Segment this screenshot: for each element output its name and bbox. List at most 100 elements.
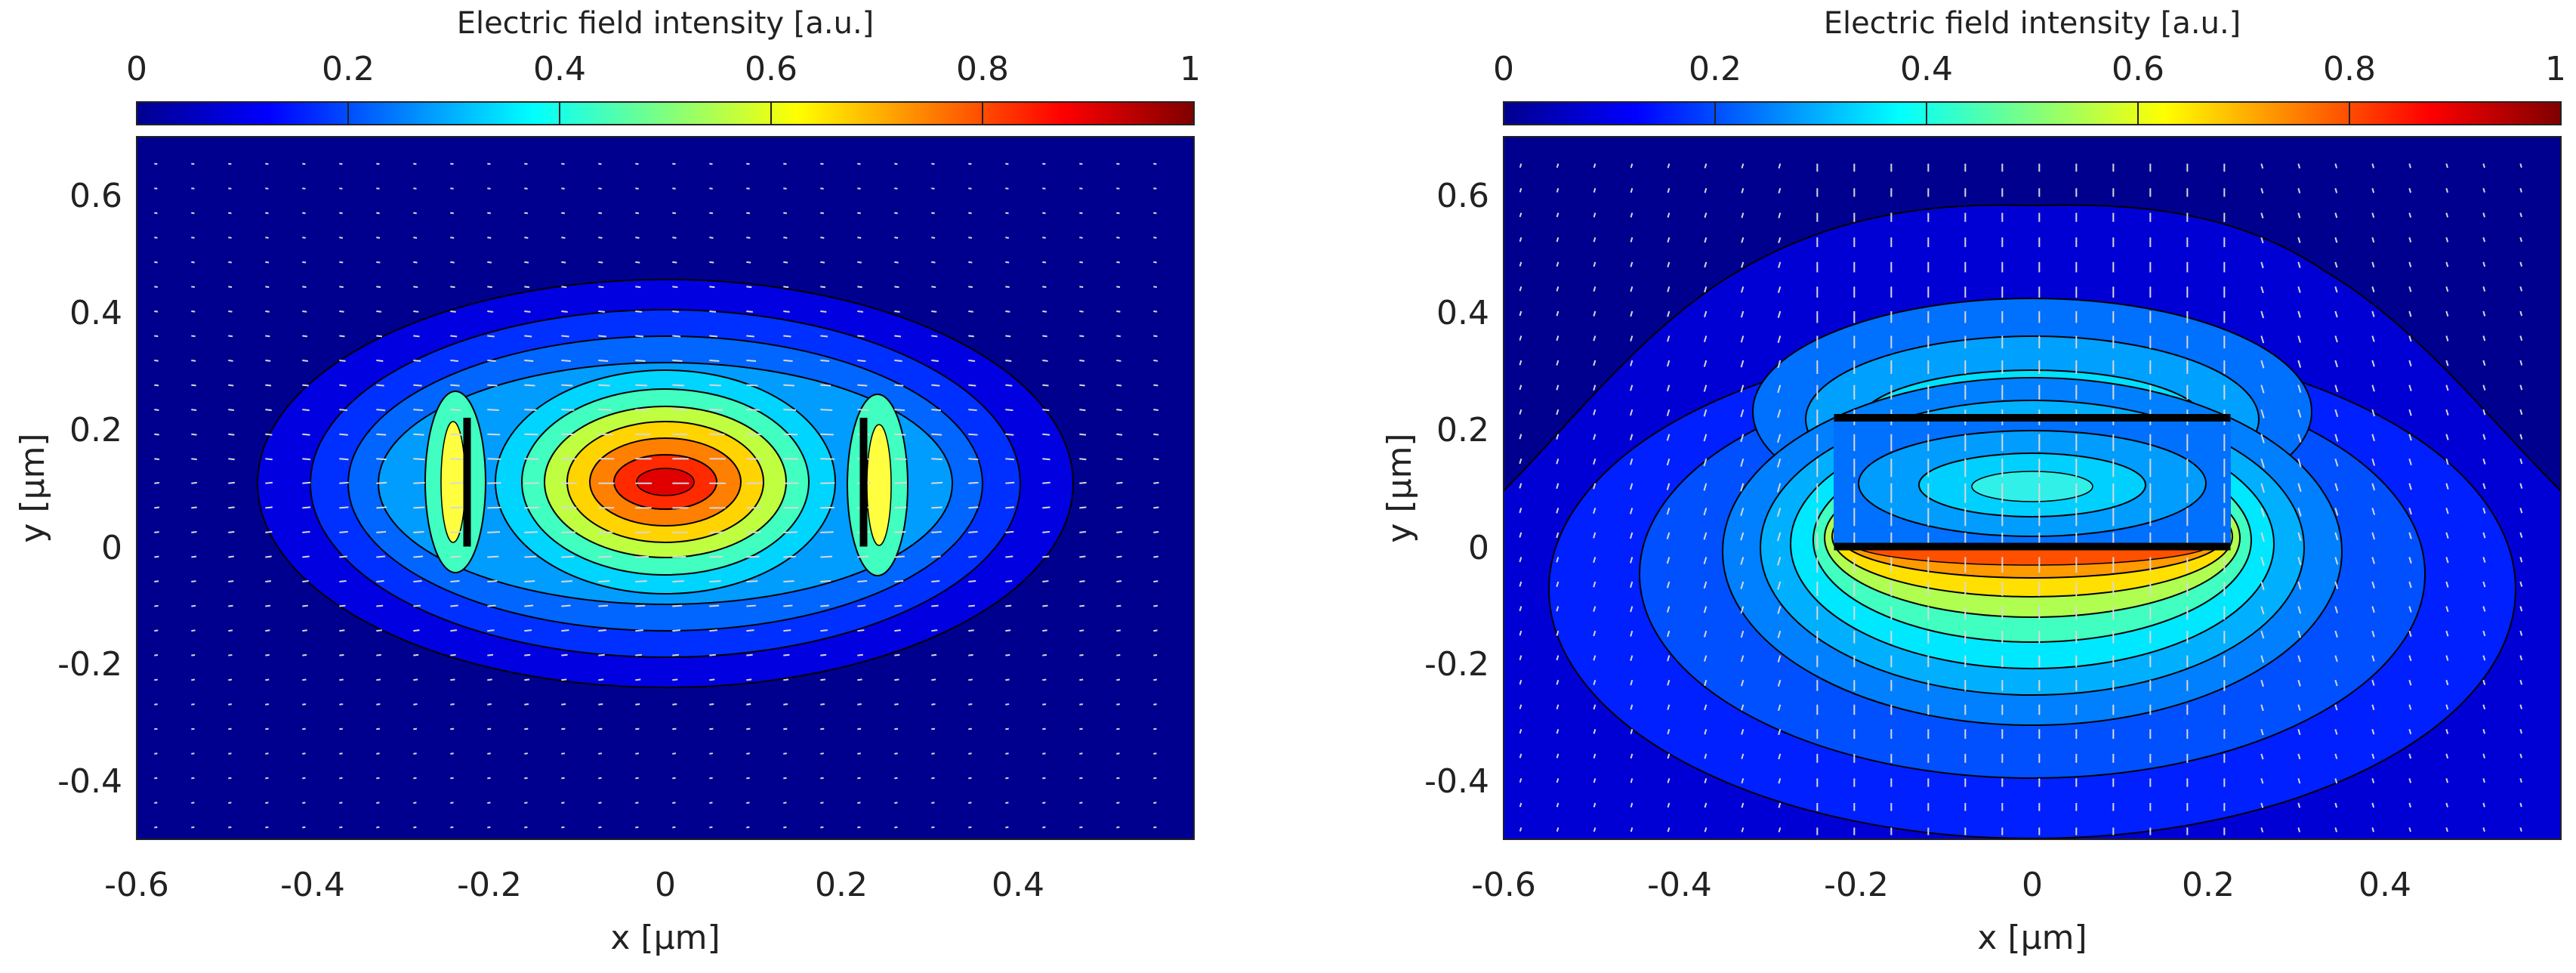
field-arrow	[2519, 532, 2523, 538]
field-arrow	[376, 530, 387, 533]
field-arrow	[1556, 679, 1559, 685]
field-arrow	[931, 187, 935, 190]
field-arrow	[1079, 261, 1084, 264]
field-arrow	[1667, 704, 1671, 710]
field-arrow	[968, 212, 972, 215]
field-arrow	[265, 310, 270, 313]
field-arrow	[1116, 236, 1120, 239]
field-arrow	[820, 580, 831, 582]
field-arrow	[413, 187, 417, 190]
field-arrow	[1116, 409, 1122, 412]
field-arrow	[1042, 826, 1046, 829]
field-arrow	[1778, 729, 1782, 736]
field-arrow	[709, 335, 718, 338]
field-arrow	[2334, 679, 2338, 687]
field-arrow	[524, 653, 531, 656]
field-arrow	[1153, 286, 1157, 289]
field-arrow	[2408, 679, 2412, 686]
field-arrow	[931, 310, 937, 313]
field-arrow	[1153, 727, 1157, 731]
field-arrow	[2519, 483, 2523, 489]
field-arrow	[1079, 678, 1084, 681]
field-arrow	[561, 384, 573, 387]
field-arrow	[265, 604, 271, 607]
field-arrow	[2297, 606, 2302, 614]
field-arrow	[1042, 752, 1046, 755]
field-arrow	[524, 703, 529, 706]
field-arrow	[1005, 604, 1012, 607]
field-arrow	[598, 678, 604, 681]
field-arrow	[154, 236, 158, 239]
field-arrow	[228, 360, 233, 362]
field-arrow	[376, 261, 381, 264]
field-arrow	[524, 212, 529, 215]
field-arrow	[1556, 557, 1559, 563]
field-arrow	[783, 604, 793, 607]
right-colorbar	[1503, 101, 2562, 125]
field-arrow	[2297, 261, 2301, 268]
field-arrow	[1005, 802, 1009, 804]
field-arrow	[339, 236, 343, 239]
field-arrow	[709, 752, 714, 755]
field-arrow	[228, 409, 234, 412]
field-arrow	[1519, 778, 1522, 783]
field-arrow	[1153, 604, 1158, 607]
field-arrow	[154, 580, 159, 582]
field-arrow	[1116, 727, 1120, 731]
field-arrow	[2482, 508, 2486, 514]
field-arrow	[2260, 802, 2264, 808]
field-arrow	[820, 531, 834, 533]
field-arrow	[1778, 212, 1782, 218]
right-colorbar-tick-5: 1	[2545, 50, 2566, 88]
field-arrow	[1153, 433, 1159, 436]
field-arrow	[894, 531, 906, 533]
field-arrow	[1666, 385, 1671, 392]
field-arrow	[191, 802, 195, 804]
field-arrow	[931, 555, 941, 558]
field-arrow	[598, 703, 603, 706]
field-arrow	[1593, 606, 1597, 612]
field-arrow	[413, 409, 424, 412]
field-arrow	[265, 409, 272, 412]
field-arrow	[1116, 335, 1121, 338]
field-arrow	[302, 653, 307, 656]
field-arrow	[228, 826, 232, 829]
field-arrow	[1042, 212, 1046, 215]
field-arrow	[487, 261, 492, 264]
field-arrow	[857, 629, 865, 632]
field-arrow	[783, 826, 787, 829]
field-arrow	[894, 826, 898, 829]
field-arrow	[561, 555, 575, 558]
field-arrow	[2371, 753, 2375, 759]
field-arrow	[635, 261, 640, 264]
field-arrow	[1593, 385, 1597, 391]
field-arrow	[2371, 483, 2376, 491]
field-arrow	[487, 162, 491, 165]
field-arrow	[2408, 360, 2412, 367]
left-x-axis-label: x [µm]	[610, 919, 720, 957]
field-arrow	[2519, 679, 2523, 685]
field-arrow	[1042, 777, 1046, 780]
field-arrow	[2519, 729, 2523, 734]
field-arrow	[1593, 508, 1597, 514]
field-arrow	[1776, 532, 1782, 542]
field-arrow	[191, 727, 195, 731]
field-arrow	[339, 555, 347, 558]
field-arrow	[931, 727, 936, 731]
field-arrow	[302, 286, 307, 289]
field-arrow	[2519, 557, 2523, 563]
field-arrow	[561, 162, 565, 165]
field-arrow	[1704, 802, 1708, 808]
field-arrow	[1667, 729, 1671, 735]
field-arrow	[2334, 310, 2338, 318]
field-arrow	[302, 212, 306, 215]
field-arrow	[2260, 827, 2264, 832]
field-arrow	[746, 384, 758, 387]
field-arrow	[2371, 187, 2375, 193]
field-arrow	[820, 629, 828, 632]
field-arrow	[339, 335, 345, 338]
field-arrow	[1116, 703, 1120, 706]
field-arrow	[302, 187, 306, 190]
field-arrow	[598, 286, 604, 289]
field-arrow	[2445, 753, 2449, 759]
